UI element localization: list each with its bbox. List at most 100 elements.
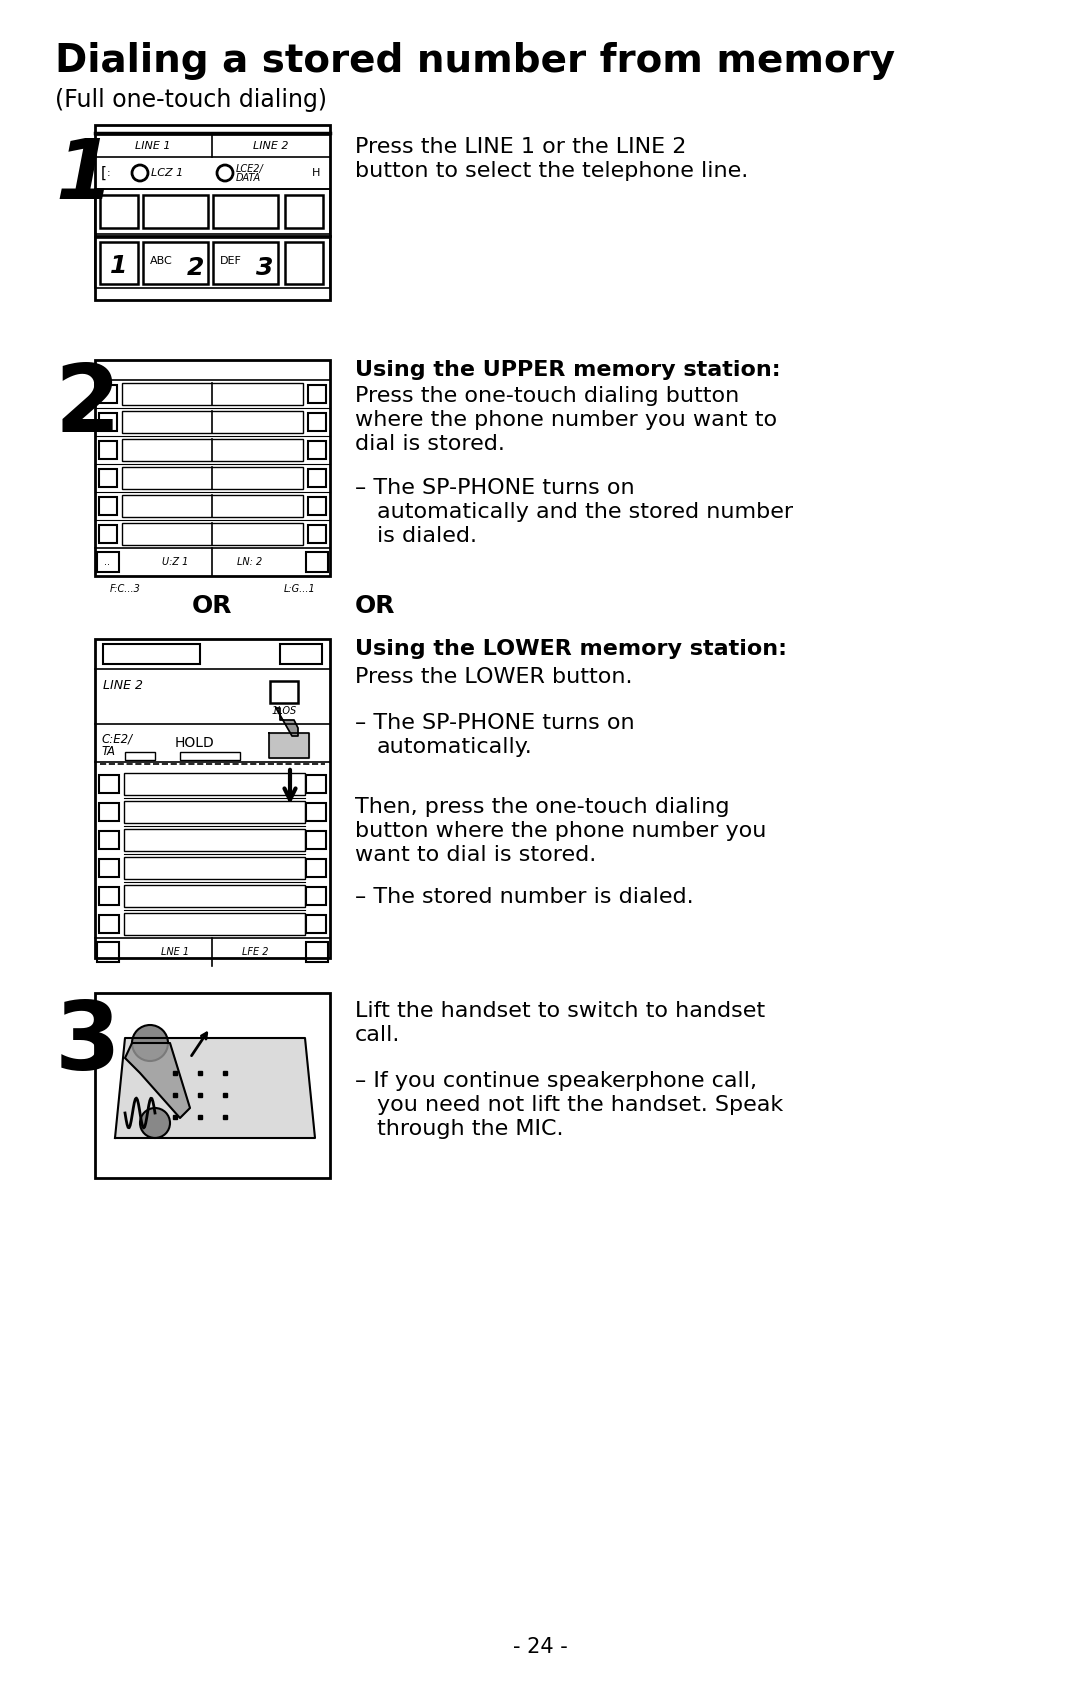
Text: OR: OR — [355, 595, 395, 618]
Bar — [124, 773, 305, 795]
Text: 3: 3 — [55, 998, 121, 1090]
Bar — [306, 886, 326, 905]
Text: automatically and the stored number: automatically and the stored number — [377, 502, 793, 522]
Bar — [100, 243, 138, 285]
Bar — [99, 886, 119, 905]
Bar — [95, 639, 330, 959]
Bar — [306, 775, 326, 794]
Text: LINE 2: LINE 2 — [103, 679, 143, 693]
Bar — [122, 411, 303, 433]
Text: L:G...1: L:G...1 — [283, 585, 315, 595]
Text: LCZ 1: LCZ 1 — [151, 168, 184, 179]
Bar — [125, 752, 156, 760]
Text: 2: 2 — [55, 361, 121, 452]
Text: Lift the handset to switch to handset: Lift the handset to switch to handset — [355, 1001, 765, 1021]
Bar — [306, 915, 326, 933]
Polygon shape — [269, 733, 309, 758]
Bar — [270, 681, 298, 703]
Text: you need not lift the handset. Speak: you need not lift the handset. Speak — [377, 1095, 783, 1115]
Bar — [285, 243, 323, 285]
Bar — [97, 942, 119, 962]
Text: C:E2/: C:E2/ — [102, 731, 132, 745]
Bar — [103, 644, 200, 664]
Bar — [99, 915, 119, 933]
Bar — [100, 195, 138, 227]
Bar — [124, 913, 305, 935]
Text: call.: call. — [355, 1024, 401, 1045]
Bar — [99, 526, 117, 543]
Text: 1: 1 — [110, 254, 127, 278]
Text: Using the LOWER memory station:: Using the LOWER memory station: — [355, 639, 787, 659]
Text: - 24 -: - 24 - — [513, 1638, 567, 1656]
Bar — [306, 859, 326, 876]
Bar — [122, 467, 303, 489]
Text: button where the phone number you: button where the phone number you — [355, 821, 767, 841]
Text: – The SP-PHONE turns on: – The SP-PHONE turns on — [355, 713, 635, 733]
Bar — [99, 497, 117, 516]
Circle shape — [140, 1109, 170, 1137]
Polygon shape — [114, 1038, 315, 1137]
Text: Press the LOWER button.: Press the LOWER button. — [355, 667, 633, 687]
Polygon shape — [276, 708, 298, 736]
Bar — [306, 553, 328, 571]
Text: 2: 2 — [187, 256, 204, 280]
Bar — [122, 440, 303, 462]
Bar — [213, 195, 278, 227]
Text: Then, press the one-touch dialing: Then, press the one-touch dialing — [355, 797, 729, 817]
Text: DEF: DEF — [220, 256, 242, 266]
Bar — [308, 413, 326, 431]
Bar — [306, 804, 326, 821]
Text: DATA: DATA — [237, 174, 261, 184]
Bar — [143, 195, 208, 227]
Text: HOLD: HOLD — [175, 736, 215, 750]
Text: LNE 1: LNE 1 — [161, 947, 189, 957]
Bar — [308, 526, 326, 543]
Bar — [306, 942, 328, 962]
Bar — [124, 858, 305, 880]
Text: 1: 1 — [55, 135, 113, 216]
Bar — [95, 125, 330, 300]
Bar — [285, 195, 323, 227]
Text: (Full one-touch dialing): (Full one-touch dialing) — [55, 88, 327, 111]
Bar — [122, 495, 303, 517]
Bar — [99, 804, 119, 821]
Text: want to dial is stored.: want to dial is stored. — [355, 844, 596, 864]
Text: – The stored number is dialed.: – The stored number is dialed. — [355, 886, 693, 907]
Text: 3: 3 — [256, 256, 273, 280]
Text: TA: TA — [102, 745, 114, 758]
Polygon shape — [125, 1043, 190, 1119]
Text: dial is stored.: dial is stored. — [355, 435, 504, 453]
Text: – If you continue speakerphone call,: – If you continue speakerphone call, — [355, 1072, 757, 1090]
Bar — [99, 441, 117, 458]
Bar — [122, 382, 303, 404]
Bar — [95, 992, 330, 1178]
Text: U:Z 1: U:Z 1 — [162, 558, 188, 566]
Bar — [180, 752, 240, 760]
Bar — [95, 361, 330, 576]
Text: F:C...3: F:C...3 — [110, 585, 140, 595]
Text: – The SP-PHONE turns on: – The SP-PHONE turns on — [355, 479, 635, 499]
Bar — [124, 800, 305, 822]
Text: Using the UPPER memory station:: Using the UPPER memory station: — [355, 361, 781, 381]
Circle shape — [132, 1024, 168, 1062]
Bar — [97, 553, 119, 571]
Text: LN: 2: LN: 2 — [238, 558, 262, 566]
Bar — [124, 829, 305, 851]
Bar — [99, 384, 117, 403]
Text: Press the one-touch dialing button: Press the one-touch dialing button — [355, 386, 739, 406]
Bar — [122, 522, 303, 544]
Bar — [143, 243, 208, 285]
Bar — [99, 413, 117, 431]
Text: through the MIC.: through the MIC. — [377, 1119, 564, 1139]
Text: H: H — [312, 168, 320, 179]
Bar — [99, 859, 119, 876]
Text: is dialed.: is dialed. — [377, 526, 477, 546]
Text: where the phone number you want to: where the phone number you want to — [355, 409, 778, 430]
Bar — [95, 238, 330, 288]
Text: LINE 2: LINE 2 — [253, 142, 288, 152]
Text: ABC: ABC — [150, 256, 173, 266]
Text: Dialing a stored number from memory: Dialing a stored number from memory — [55, 42, 895, 79]
Bar — [308, 497, 326, 516]
Bar — [306, 831, 326, 849]
Bar — [99, 831, 119, 849]
